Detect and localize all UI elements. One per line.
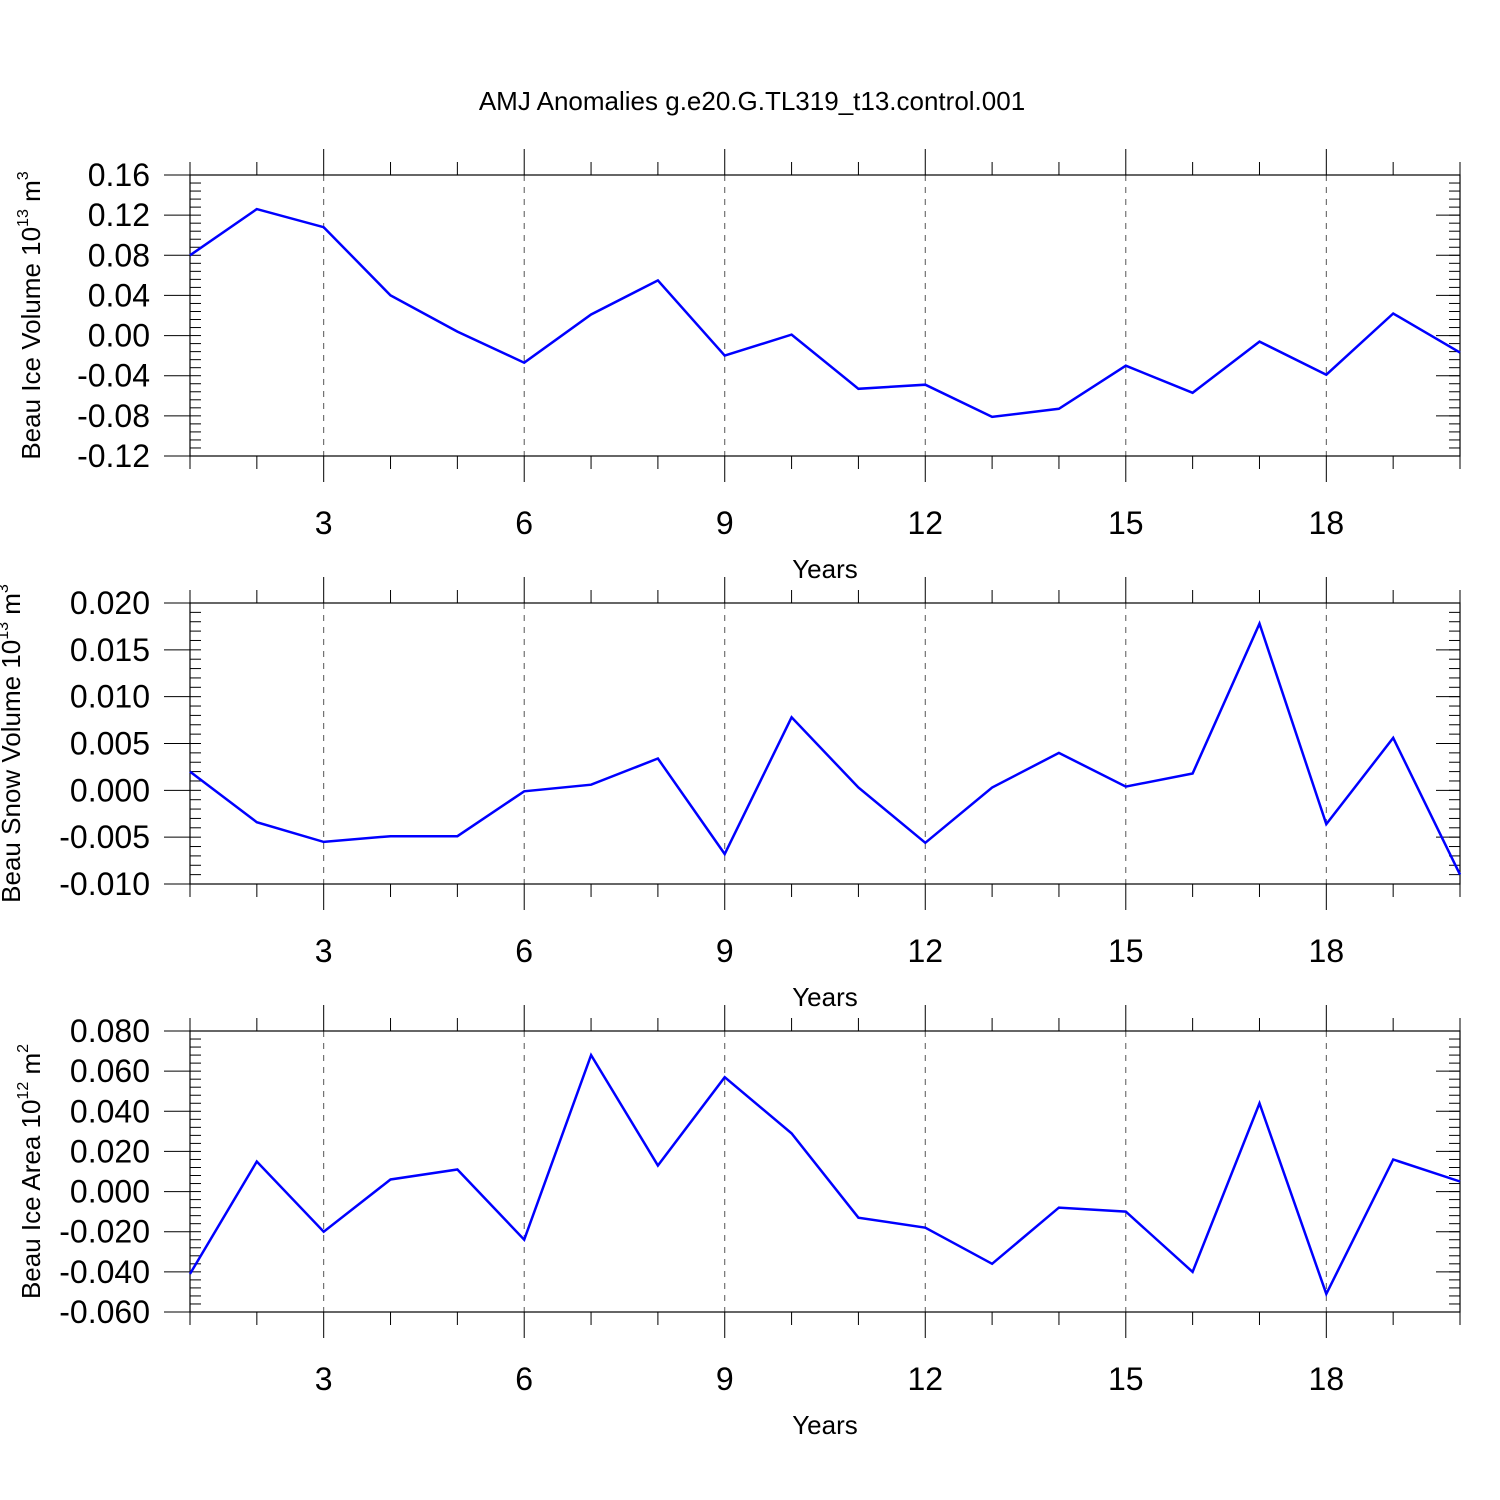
x-tick-label: 12 (907, 933, 943, 969)
x-tick-label: 9 (716, 1361, 734, 1397)
y-tick-label: -0.020 (59, 1214, 150, 1250)
x-tick-label: 9 (716, 505, 734, 541)
x-tick-label: 12 (907, 505, 943, 541)
x-axis-label: Years (792, 1410, 858, 1440)
x-tick-label: 18 (1309, 505, 1345, 541)
y-axis-label: Beau Ice Area 1012 m2 (15, 1044, 46, 1299)
x-tick-label: 6 (515, 505, 533, 541)
y-tick-label: 0.00 (88, 318, 150, 354)
y-tick-label: -0.08 (77, 398, 150, 434)
y-tick-label: 0.12 (88, 197, 150, 233)
y-tick-label: 0.010 (70, 679, 150, 715)
x-tick-label: 18 (1309, 1361, 1345, 1397)
x-tick-label: 15 (1108, 933, 1144, 969)
x-tick-label: 9 (716, 933, 734, 969)
chart-panel-3: 3 6 9 12 15 18 -0.060 -0.040 -0.020 0.000 0.020 0.0… (15, 1005, 1461, 1440)
x-tick-label: 6 (515, 933, 533, 969)
x-axis-label: Years (792, 554, 858, 584)
y-tick-label: -0.04 (77, 358, 150, 394)
y-tick-label: 0.020 (70, 1133, 150, 1169)
y-tick-label: -0.060 (59, 1294, 150, 1330)
series-line (188, 1052, 1461, 1298)
y-tick-label: 0.015 (70, 632, 150, 668)
y-tick-label: 0.04 (88, 277, 150, 313)
x-tick-label: 3 (315, 505, 333, 541)
x-tick-label: 3 (315, 933, 333, 969)
y-tick-label: 0.020 (70, 585, 150, 621)
y-tick-label: 0.000 (70, 772, 150, 808)
y-axis-label: Beau Snow Volume 1013 m3 (0, 584, 26, 903)
x-tick-label: 6 (515, 1361, 533, 1397)
x-axis-label: Years (792, 982, 858, 1012)
chart-title: AMJ Anomalies g.e20.G.TL319_t13.control.… (479, 86, 1025, 116)
y-tick-label: 0.005 (70, 726, 150, 762)
x-tick-label: 15 (1108, 1361, 1144, 1397)
chart-panel-2: 3 6 9 12 15 18 -0.010 -0.005 0.000 0.005 0.010 0.01… (0, 577, 1462, 1012)
y-tick-label: -0.040 (59, 1254, 150, 1290)
y-tick-label: -0.010 (59, 866, 150, 902)
y-tick-label: 0.060 (70, 1053, 150, 1089)
series-line (189, 207, 1461, 419)
x-tick-label: 18 (1309, 933, 1345, 969)
plot-frame (189, 174, 1461, 457)
y-tick-label: 0.08 (88, 237, 150, 273)
y-tick-label: 0.080 (70, 1013, 150, 1049)
y-tick-label: 0.000 (70, 1174, 150, 1210)
series-line (189, 620, 1462, 876)
y-axis-label: Beau Ice Volume 1013 m3 (15, 171, 46, 459)
y-tick-label: 0.040 (70, 1093, 150, 1129)
chart-panel-1: 3 6 9 12 15 18 -0.12 -0.08 -0.04 0.00 0.04 0.08 0.12… (15, 149, 1461, 584)
x-tick-label: 3 (315, 1361, 333, 1397)
x-tick-label: 12 (907, 1361, 943, 1397)
panels: 3 6 9 12 15 18 -0.12 -0.08 -0.04 0.00 0.04 0.08 0.12… (0, 149, 1462, 1440)
y-tick-label: -0.12 (77, 438, 150, 474)
x-tick-label: 15 (1108, 505, 1144, 541)
plot-frame (189, 1030, 1461, 1313)
plot-frame (189, 602, 1461, 885)
y-tick-label: -0.005 (59, 819, 150, 855)
y-tick-label: 0.16 (88, 157, 150, 193)
